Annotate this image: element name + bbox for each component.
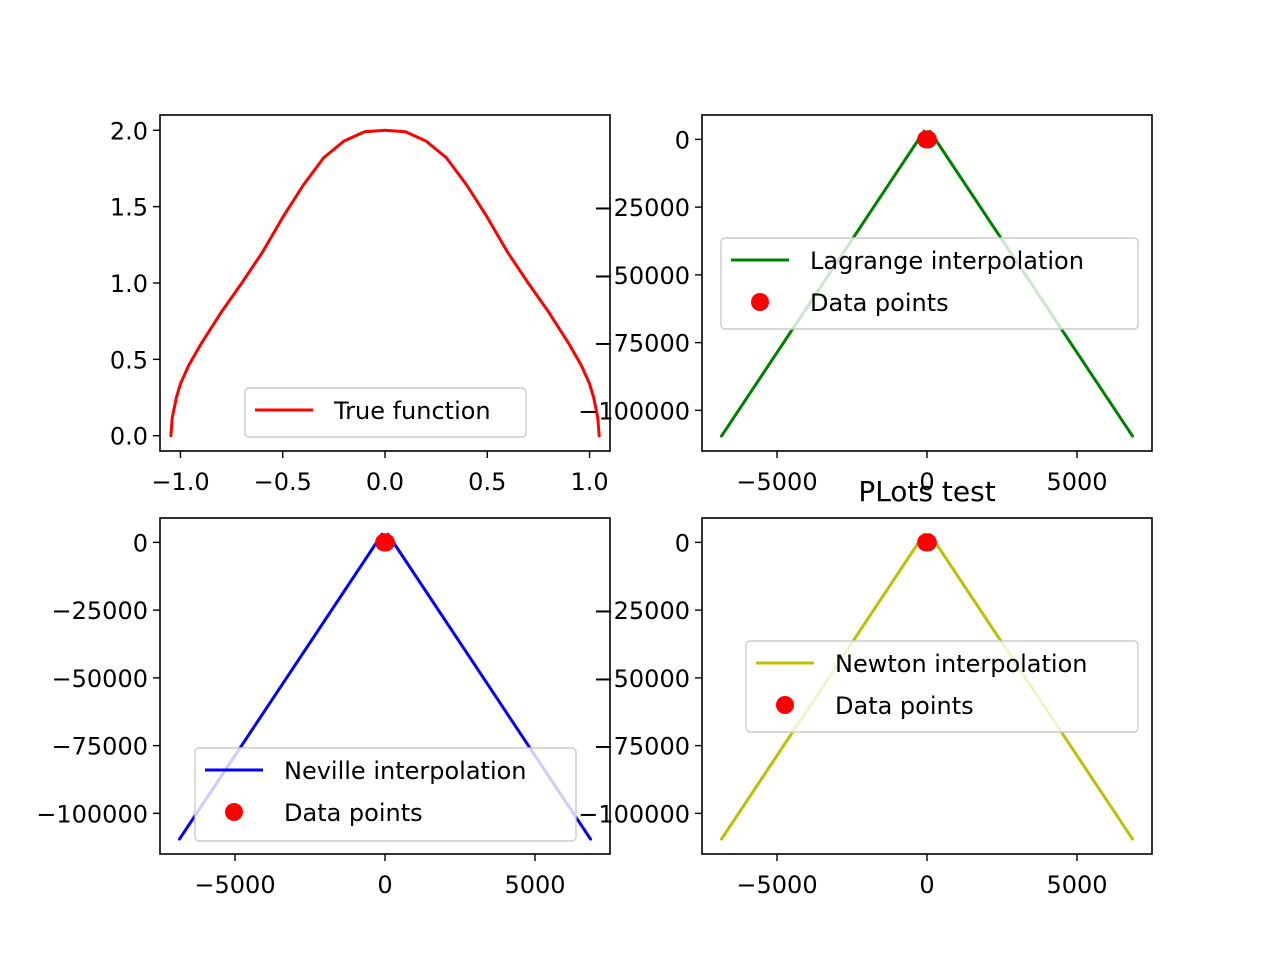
legend-frame: [745, 640, 1139, 733]
x-tick-label: 0.5: [468, 468, 506, 496]
y-tick-label: 0.0: [110, 423, 148, 451]
x-tick-label: 0.0: [366, 468, 404, 496]
legend-frame: [194, 747, 577, 842]
legend-label: Newton interpolation: [835, 650, 1087, 678]
legend: True function: [244, 387, 527, 438]
data-point: [918, 533, 937, 552]
x-tick-label: −5000: [736, 468, 817, 496]
x-tick-label: 0: [919, 468, 934, 496]
plot-area: [720, 129, 1134, 438]
data-point: [376, 533, 395, 552]
x-tick-label: 0: [919, 871, 934, 899]
plot-area: [178, 532, 592, 841]
plot-area: [720, 532, 1134, 841]
y-tick-label: −100000: [36, 800, 148, 828]
x-tick-label: 5000: [1046, 468, 1107, 496]
legend-marker-swatch: [751, 293, 769, 311]
x-tick-label: 5000: [1046, 871, 1107, 899]
y-tick-label: −25000: [594, 194, 690, 222]
legend-marker-swatch: [225, 803, 243, 821]
x-tick-label: −5000: [194, 871, 275, 899]
y-tick-label: −25000: [594, 597, 690, 625]
chart-title: PLots test: [858, 475, 995, 508]
series-line: [169, 128, 601, 438]
legend: Newton interpolation Data points: [745, 640, 1139, 733]
legend-frame: [720, 237, 1139, 330]
y-tick-label: 1.5: [110, 194, 148, 222]
legend: Lagrange interpolation Data points: [720, 237, 1139, 330]
y-tick-label: −100000: [578, 800, 690, 828]
y-tick-label: −100000: [578, 397, 690, 425]
y-tick-label: −75000: [52, 733, 148, 761]
y-tick-label: −50000: [594, 262, 690, 290]
legend: Neville interpolation Data points: [194, 747, 577, 842]
legend-frame: [244, 387, 527, 438]
y-tick-label: −50000: [594, 665, 690, 693]
y-tick-label: 0: [675, 529, 690, 557]
y-tick-label: −75000: [594, 733, 690, 761]
legend-label: Lagrange interpolation: [810, 247, 1084, 275]
legend-label: Data points: [835, 692, 974, 720]
lagrange-chart: −5000 0 50000−25000−50000−75000−100000Lagr…: [578, 114, 1153, 496]
y-tick-label: 0: [133, 529, 148, 557]
y-tick-label: −50000: [52, 665, 148, 693]
x-tick-label: 5000: [504, 871, 565, 899]
y-tick-label: 0.5: [110, 346, 148, 374]
newton-chart: −5000 0 50000−25000−50000−75000−100000PLot…: [578, 475, 1153, 899]
x-tick-label: 0: [377, 871, 392, 899]
x-tick-label: −0.5: [254, 468, 312, 496]
legend-label: Neville interpolation: [284, 757, 527, 785]
legend-label: True function: [333, 397, 491, 425]
legend-marker-swatch: [776, 696, 794, 714]
x-tick-label: 1.0: [570, 468, 608, 496]
plot-area: [169, 128, 601, 438]
y-tick-label: −25000: [52, 597, 148, 625]
neville-chart: −5000 0 50000−25000−50000−75000−100000Nevi…: [36, 517, 611, 899]
data-point: [918, 130, 937, 149]
legend-label: Data points: [810, 289, 949, 317]
y-tick-label: −75000: [594, 330, 690, 358]
y-tick-label: 0: [675, 126, 690, 154]
x-tick-label: −1.0: [151, 468, 209, 496]
legend-label: Data points: [284, 799, 423, 827]
y-tick-label: 2.0: [110, 117, 148, 145]
x-tick-label: −5000: [736, 871, 817, 899]
y-tick-label: 1.0: [110, 270, 148, 298]
true-function-chart: −1.0 −0.5 0.0 0.5 1.0 0.0 0.5 1.0 1.5 2.0 True fun…: [110, 114, 611, 496]
